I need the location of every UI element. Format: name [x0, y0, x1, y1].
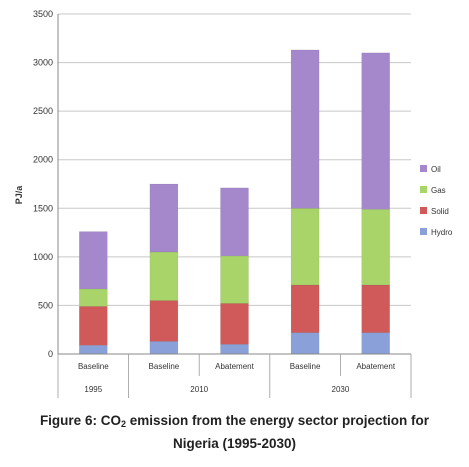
- bar-segment-oil: [361, 52, 390, 210]
- group-labels: 1995 2010 2030: [84, 385, 349, 394]
- y-tick-label: 3000: [33, 58, 53, 68]
- figure-caption: Figure 6: CO2 emission from the energy s…: [0, 411, 469, 453]
- bar-segment-solid: [290, 284, 320, 333]
- category-label: Baseline: [78, 362, 109, 371]
- bar-segment-gas: [290, 208, 320, 286]
- y-axis-ticks: 0 500 1000 1500 2000 2500 3000 3500: [33, 9, 53, 359]
- group-label: 2010: [190, 385, 208, 394]
- group-label: 2030: [332, 385, 350, 394]
- category-label: Baseline: [149, 362, 180, 371]
- y-tick-label: 2000: [33, 155, 53, 165]
- bar-segment-gas: [149, 251, 179, 301]
- bar-segment-gas: [220, 255, 249, 304]
- category-label: Abatement: [215, 362, 254, 371]
- y-tick-label: 500: [38, 300, 53, 310]
- bar-segment-oil: [220, 187, 249, 257]
- legend-swatch-solid: [420, 207, 427, 214]
- caption-subscript: 2: [120, 419, 126, 429]
- caption-suffix: emission from the energy sector projecti…: [125, 413, 430, 428]
- y-tick-label: 3500: [33, 9, 53, 19]
- legend-swatch-oil: [420, 165, 427, 172]
- bar-segment-solid: [79, 306, 108, 346]
- y-axis-label: PJ/a: [14, 185, 24, 205]
- caption-line2: Nigeria (1995-2030): [172, 436, 297, 451]
- category-axis: [57, 14, 412, 398]
- legend-label-oil: Oil: [431, 165, 441, 174]
- category-label: Abatement: [356, 362, 395, 371]
- legend: Oil Gas Solid Hydro: [420, 165, 453, 237]
- group-label: 1995: [84, 385, 102, 394]
- legend-label-hydro: Hydro: [431, 228, 453, 237]
- bar-segment-solid: [361, 284, 390, 333]
- category-label: Baseline: [290, 362, 321, 371]
- bar-segment-hydro: [361, 332, 390, 355]
- caption-prefix: Figure 6: CO: [39, 413, 121, 428]
- y-tick-label: 1500: [33, 203, 53, 213]
- bar-segment-solid: [220, 303, 249, 345]
- bar-segment-hydro: [220, 344, 249, 355]
- y-tick-label: 1000: [33, 252, 53, 262]
- category-labels: Baseline Baseline Abatement Baseline Abateme…: [78, 362, 396, 371]
- bar-segment-hydro: [79, 345, 108, 355]
- bar-segment-oil: [149, 183, 179, 253]
- bar-segment-hydro: [290, 332, 320, 355]
- bar-segment-hydro: [149, 341, 179, 355]
- legend-label-gas: Gas: [431, 186, 446, 195]
- bar-segment-gas: [79, 288, 108, 307]
- legend-swatch-hydro: [420, 228, 427, 235]
- y-tick-label: 2500: [33, 106, 53, 116]
- bars: [79, 49, 390, 355]
- bar-segment-gas: [361, 209, 390, 286]
- bar-segment-oil: [79, 231, 108, 290]
- legend-label-solid: Solid: [431, 207, 449, 216]
- bar-segment-oil: [290, 49, 320, 209]
- legend-swatch-gas: [420, 186, 427, 193]
- bar-segment-solid: [149, 300, 179, 342]
- y-tick-label: 0: [48, 349, 53, 359]
